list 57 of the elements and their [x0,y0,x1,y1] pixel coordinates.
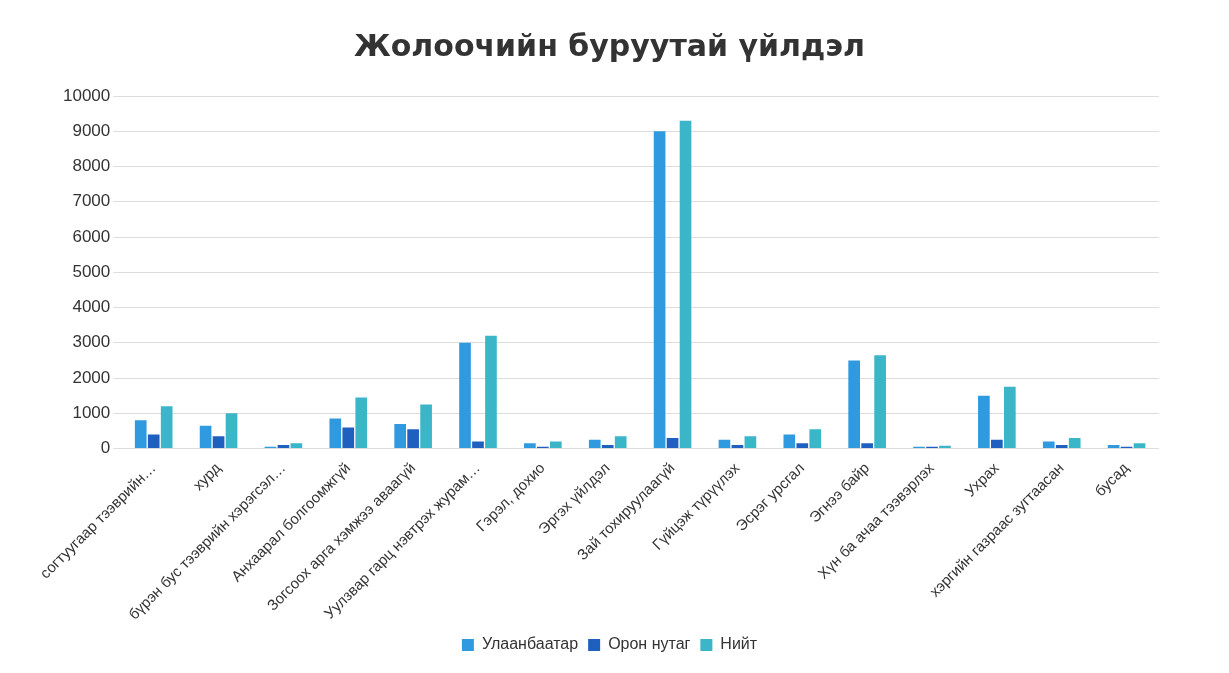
y-tick-label: 0 [100,438,111,458]
bar [160,406,173,449]
bar [783,434,796,449]
y-tick-label: 2000 [72,367,111,387]
y-tick-label: 5000 [72,261,111,281]
bar [212,436,225,449]
bar [588,439,601,449]
bar [472,441,484,449]
y-tick-label: 3000 [72,332,111,352]
y-tick-label: 9000 [72,120,111,140]
bar [809,429,822,449]
y-tick-label: 6000 [72,226,111,246]
bar [225,413,238,449]
chart-title: Жолоочийн буруутай үйлдэл [353,27,866,63]
legend-label: Улаанбаатар [481,635,579,653]
bar [277,445,290,449]
bar [796,443,809,449]
bar [679,120,692,449]
legend-label: Нийт [720,635,758,653]
y-tick-label: 7000 [72,191,111,211]
bar [459,342,471,449]
bar [731,445,744,449]
y-tick-label: 4000 [72,297,111,317]
bar [614,436,627,449]
bar [978,395,990,449]
bar [524,443,536,449]
bar [1003,386,1016,449]
bar [329,418,342,449]
bar [485,335,497,449]
bar [199,425,212,449]
bar [1055,445,1068,449]
y-tick-label: 10000 [62,85,111,105]
bar [744,436,757,449]
bar [653,131,666,449]
bar [601,445,614,449]
bar [1133,443,1146,449]
bar [355,397,368,449]
bar [861,443,873,449]
bar [1068,438,1081,449]
y-tick-label: 8000 [72,156,111,176]
bar [1107,445,1120,449]
bar [407,429,419,449]
bar [134,420,147,449]
legend-label: Орон нутаг [608,635,691,653]
bar [848,360,861,449]
bar [718,439,731,449]
bar [394,423,406,449]
y-tick-label: 1000 [72,403,111,422]
bar [874,355,886,449]
bar [420,404,432,449]
bar [147,434,160,449]
bar [342,427,355,449]
bar [290,443,303,449]
bar [549,441,562,449]
bar [991,439,1003,449]
bar [1042,441,1055,449]
bar [666,438,679,449]
